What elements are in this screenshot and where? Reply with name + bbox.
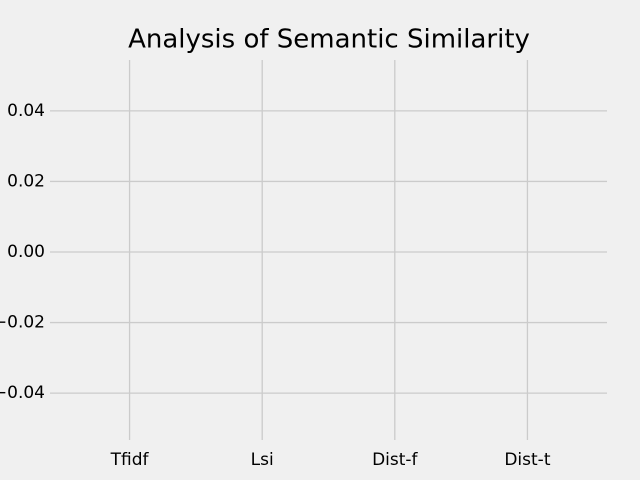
y-tick-label: 0.00 xyxy=(7,242,45,262)
x-tick-label: Dist-f xyxy=(372,450,418,470)
chart-title: Analysis of Semantic Similarity xyxy=(128,25,530,55)
y-tick-label: 0.02 xyxy=(7,171,45,191)
y-tick-label: −0.04 xyxy=(0,383,45,403)
y-tick-label: 0.04 xyxy=(7,101,45,121)
y-tick-label: −0.02 xyxy=(0,313,45,333)
x-tick-label: Lsi xyxy=(251,450,274,470)
x-tick-label: Dist-t xyxy=(504,450,550,470)
x-tick-label: Tfidf xyxy=(110,450,150,470)
